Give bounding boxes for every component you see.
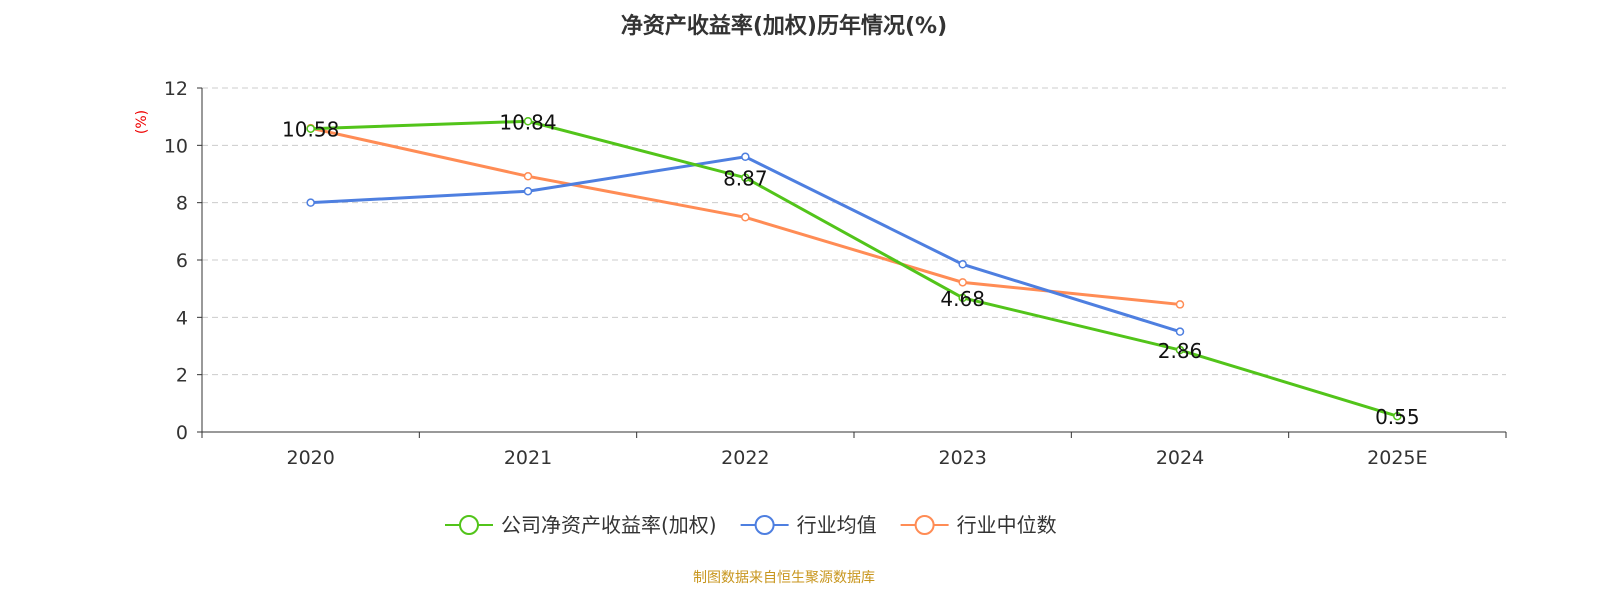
data-label: 0.55 <box>1375 405 1420 429</box>
data-point <box>958 278 967 287</box>
source-note: 制图数据来自恒生聚源数据库 <box>693 570 875 586</box>
y-tick-label: 12 <box>164 78 188 100</box>
y-tick-label: 4 <box>176 307 188 329</box>
data-point <box>958 260 967 269</box>
y-axis-label: (%) <box>134 110 150 134</box>
data-point <box>741 173 750 182</box>
legend-marker <box>754 515 775 535</box>
y-tick-label: 10 <box>164 135 188 157</box>
data-point <box>306 124 315 133</box>
data-point <box>1393 411 1402 421</box>
data-point <box>523 117 533 126</box>
data-point <box>523 186 533 196</box>
data-point <box>1175 345 1185 355</box>
x-tick-label: 2021 <box>504 447 552 469</box>
data-point <box>741 152 750 162</box>
y-tick-label: 2 <box>176 365 188 387</box>
x-tick-label: 2023 <box>938 447 986 469</box>
x-tick-label: 2025E <box>1367 447 1427 469</box>
data-point <box>958 293 967 303</box>
data-label: 4.68 <box>940 287 985 311</box>
y-tick-label: 0 <box>176 422 188 444</box>
data-point <box>1175 327 1185 336</box>
data-label: 2.86 <box>1158 339 1203 363</box>
data-point <box>741 213 750 222</box>
chart-title: 净资产收益率(加权)历年情况(%) <box>620 14 948 39</box>
series-line <box>310 119 1398 418</box>
legend-marker <box>914 515 935 535</box>
x-tick-label: 2022 <box>721 447 769 469</box>
data-point <box>306 198 315 207</box>
legend-label[interactable]: 行业均值 <box>797 513 877 537</box>
legend-marker <box>459 515 479 535</box>
x-tick-label: 2024 <box>1156 447 1204 469</box>
data-point <box>523 172 533 181</box>
legend-label[interactable]: 公司净资产收益率(加权) <box>501 513 717 537</box>
x-tick-label: 2020 <box>286 447 334 469</box>
data-label: 10.84 <box>499 110 556 134</box>
data-point <box>1175 300 1185 309</box>
y-tick-label: 6 <box>176 250 188 272</box>
legend-label[interactable]: 行业中位数 <box>957 513 1057 537</box>
data-label: 10.58 <box>282 118 339 142</box>
y-tick-label: 8 <box>176 193 188 215</box>
data-label: 8.87 <box>723 167 768 191</box>
